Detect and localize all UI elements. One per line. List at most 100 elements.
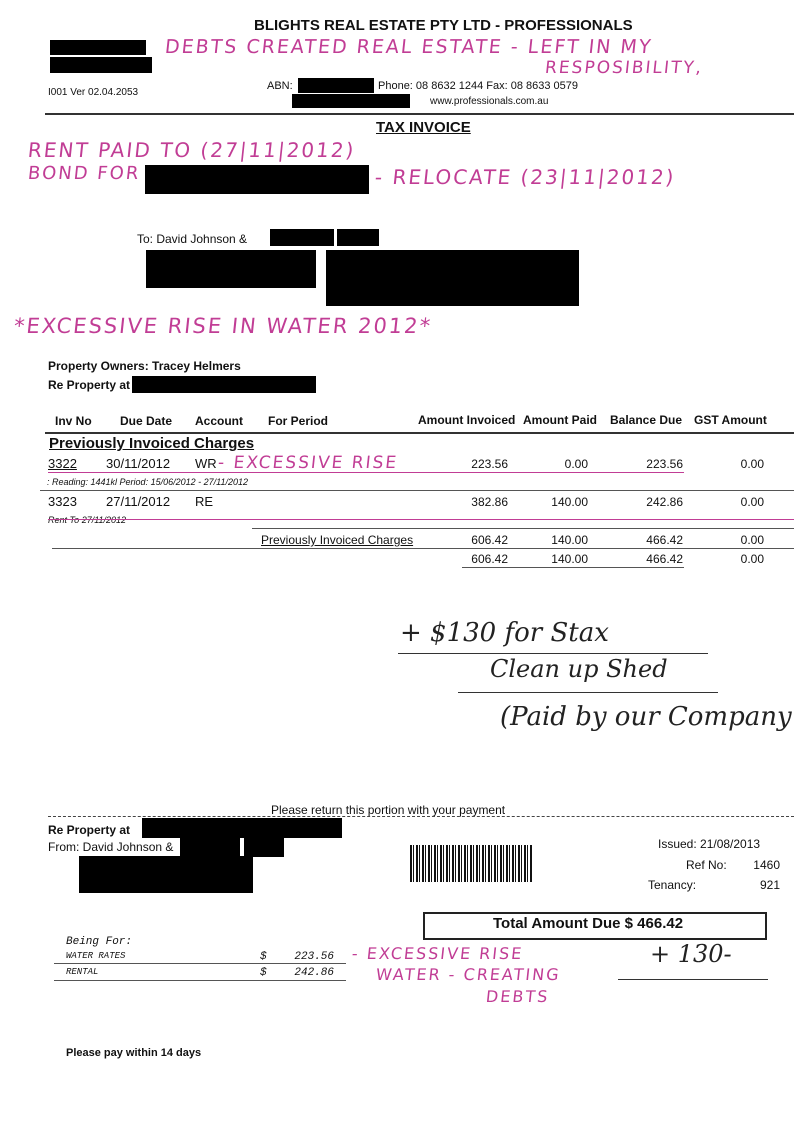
divider: [45, 113, 794, 115]
redaction: [244, 838, 284, 857]
redaction: [326, 250, 579, 306]
handwritten-note: DEBTS: [485, 987, 551, 1006]
tenancy-label: Tenancy:: [648, 878, 697, 892]
ink-underline: [48, 519, 794, 520]
handwritten-note: RENT PAID TO (27|11|2012): [26, 138, 357, 162]
return-note: Please return this portion with your pay…: [271, 803, 506, 817]
gst-amount: 0.00: [740, 495, 764, 509]
handwritten-note: DEBTS CREATED REAL ESTATE - LEFT IN MY: [163, 36, 654, 58]
column-header: Due Date: [120, 414, 173, 428]
handwritten-note: *EXCESSIVE RISE IN WATER 2012*: [12, 314, 434, 338]
amount-paid: 140.00: [551, 552, 588, 566]
redaction: [298, 78, 374, 93]
barcode: [410, 845, 532, 882]
recipient-to: To: David Johnson &: [137, 232, 248, 246]
handwritten-note: - EXCESSIVE RISE: [351, 944, 525, 963]
re-property: Re Property at: [48, 378, 131, 392]
property-owners: Property Owners: Tracey Helmers: [48, 359, 241, 373]
due-date: 27/11/2012: [106, 494, 171, 509]
ink-underline: [618, 979, 768, 980]
due-date: 30/11/2012: [106, 456, 171, 471]
column-header: GST Amount: [694, 413, 767, 427]
re-property: Re Property at: [48, 823, 131, 837]
section-title: Previously Invoiced Charges: [49, 435, 255, 452]
website: www.professionals.com.au: [430, 96, 549, 107]
issued-date: Issued: 21/08/2013: [658, 837, 761, 851]
handwritten-note: Clean up Shed: [490, 655, 668, 683]
row-note: : Reading: 1441kl Period: 15/06/2012 - 2…: [47, 477, 248, 487]
handwritten-note: + 130-: [650, 940, 732, 968]
amount-invoiced: 606.42: [471, 552, 508, 566]
ref-label: Ref No:: [686, 858, 727, 872]
handwritten-note: + $130 for Stax: [400, 618, 609, 648]
redaction: [50, 40, 146, 55]
amount-paid: 140.00: [551, 533, 588, 547]
divider: [54, 963, 346, 964]
item-amount: 223.56: [294, 951, 334, 963]
account: WR: [195, 456, 217, 471]
document-title: TAX INVOICE: [376, 119, 471, 136]
amount-paid: 140.00: [551, 495, 588, 509]
total-due-box: [423, 912, 767, 940]
currency: $: [260, 967, 267, 979]
divider: [40, 490, 794, 491]
ink-underline: [48, 472, 684, 473]
redaction: [180, 838, 240, 857]
redaction: [50, 57, 152, 73]
redaction: [146, 250, 316, 288]
amount-invoiced: 223.56: [471, 457, 508, 471]
divider: [252, 528, 794, 529]
balance-due: 466.42: [646, 552, 683, 566]
redaction: [292, 94, 410, 108]
handwritten-note: BOND FOR: [26, 163, 142, 184]
column-header: Inv No: [55, 414, 92, 428]
redaction: [142, 818, 342, 838]
being-for-label: Being For:: [66, 936, 133, 948]
handwritten-note: - EXCESSIVE RISE: [216, 453, 400, 473]
amount-invoiced: 606.42: [471, 533, 508, 547]
handwritten-note: - RELOCATE (23|11|2012): [373, 165, 677, 189]
gst-amount: 0.00: [740, 533, 764, 547]
amount-invoiced: 382.86: [471, 495, 508, 509]
divider: [462, 567, 684, 568]
from: From: David Johnson &: [48, 840, 174, 854]
redaction: [270, 229, 334, 246]
balance-due: 466.42: [646, 533, 683, 547]
account: RE: [195, 494, 214, 509]
item-amount: 242.86: [294, 967, 334, 979]
gst-amount: 0.00: [740, 457, 764, 471]
redaction: [145, 165, 369, 194]
balance-due: 223.56: [646, 457, 683, 471]
version: I001 Ver 02.04.2053: [48, 87, 139, 98]
tear-line: [48, 816, 794, 817]
balance-due: 242.86: [646, 495, 683, 509]
amount-paid: 0.00: [564, 457, 588, 471]
abn-label: ABN:: [267, 80, 293, 92]
divider: [54, 980, 346, 981]
currency: $: [260, 951, 267, 963]
column-header: Amount Paid: [523, 413, 597, 427]
column-header: Balance Due: [610, 413, 683, 427]
tenancy-number: 921: [759, 878, 780, 892]
redaction: [337, 229, 379, 246]
subtotal-label: Previously Invoiced Charges: [261, 533, 414, 547]
phone-fax: Phone: 08 8632 1244 Fax: 08 8633 0579: [378, 80, 579, 92]
handwritten-note: WATER - CREATING: [375, 965, 562, 984]
company-name: BLIGHTS REAL ESTATE PTY LTD - PROFESSION…: [254, 17, 633, 34]
gst-amount: 0.00: [740, 552, 764, 566]
redaction: [132, 376, 316, 393]
total-amount-due: Total Amount Due $ 466.42: [493, 915, 684, 932]
column-header: Amount Invoiced: [418, 413, 516, 427]
divider: [45, 432, 794, 434]
payment-terms: Please pay within 14 days: [66, 1047, 202, 1059]
ink-underline: [458, 692, 718, 693]
handwritten-note: RESPOSIBILITY,: [543, 58, 705, 78]
row-note: Rent To 27/11/2012: [48, 515, 127, 525]
ink-underline: [398, 653, 708, 654]
column-header: Account: [195, 414, 243, 428]
divider: [52, 548, 794, 549]
inv-no: 3322: [48, 456, 77, 471]
ref-number: 1460: [753, 858, 780, 872]
item-label: RENTAL: [66, 967, 99, 977]
handwritten-note: (Paid by our Company: [500, 702, 792, 732]
